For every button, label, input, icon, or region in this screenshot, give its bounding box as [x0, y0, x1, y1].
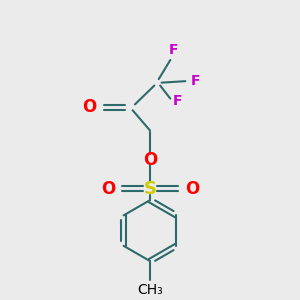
Text: F: F [173, 94, 183, 109]
Text: O: O [185, 179, 199, 197]
Text: O: O [101, 179, 115, 197]
Text: F: F [190, 74, 200, 88]
Text: F: F [169, 43, 178, 56]
Text: CH₃: CH₃ [137, 283, 163, 297]
Text: O: O [82, 98, 96, 116]
Text: O: O [143, 151, 157, 169]
Text: S: S [143, 179, 157, 197]
